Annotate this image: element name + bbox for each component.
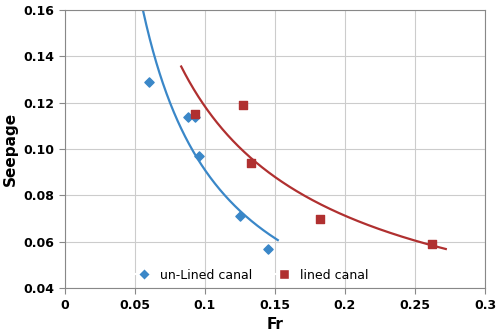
Point — [191, 114, 199, 119]
Legend: un-Lined canal, lined canal: un-Lined canal, lined canal — [132, 269, 368, 282]
Point — [316, 216, 324, 221]
Point — [239, 103, 247, 108]
Point — [184, 114, 192, 119]
Point — [145, 79, 153, 84]
Y-axis label: Seepage: Seepage — [3, 112, 18, 186]
Point — [236, 214, 244, 219]
Point — [428, 242, 436, 247]
X-axis label: Fr: Fr — [266, 317, 283, 332]
Point — [196, 153, 203, 159]
Point — [191, 112, 199, 117]
Point — [264, 246, 272, 251]
Point — [247, 160, 255, 166]
